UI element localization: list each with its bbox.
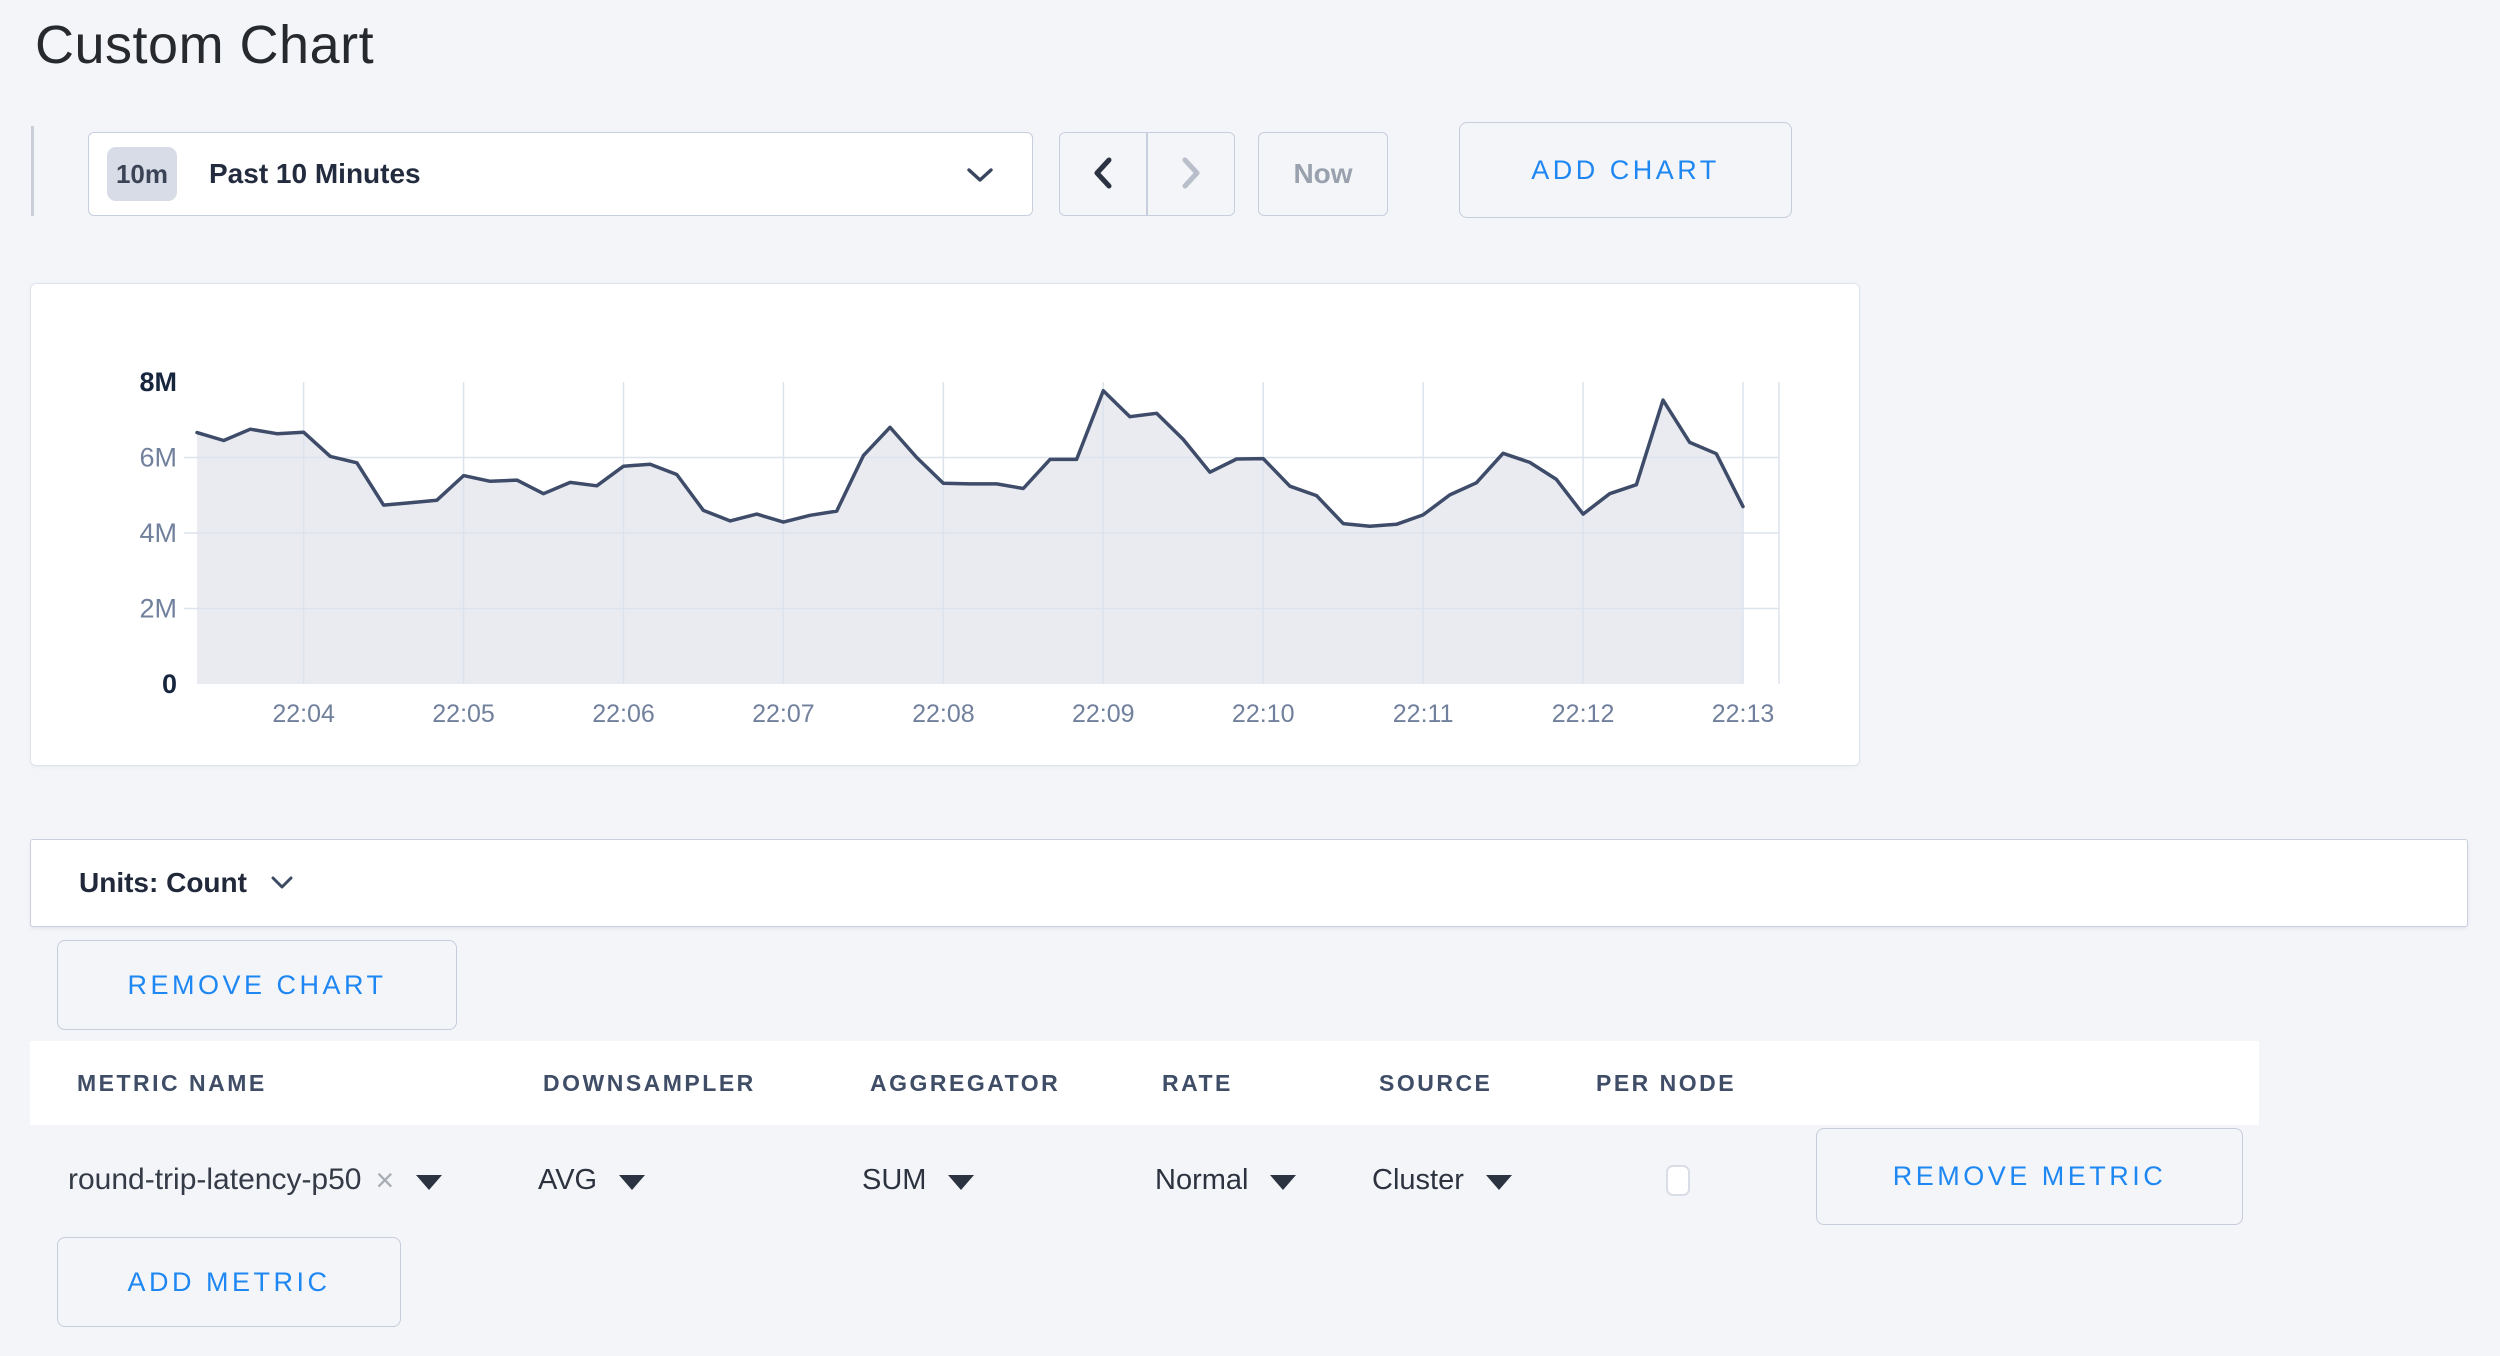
chart-card: 0 2M 4M 6M 8M 22:04 22:05 22:06 22:07 22:08 22:09 2… <box>30 283 1860 766</box>
per-node-cell <box>1666 1125 1690 1235</box>
time-range-selector[interactable]: 10m Past 10 Minutes <box>88 132 1033 216</box>
svg-text:22:12: 22:12 <box>1552 700 1615 728</box>
chevron-left-icon <box>1091 155 1115 194</box>
rate-value: Normal <box>1155 1163 1249 1196</box>
downsampler-value: AVG <box>538 1163 598 1196</box>
column-header-metric-name: METRIC NAME <box>77 1069 267 1096</box>
page-title: Custom Chart <box>35 15 375 75</box>
add-chart-button[interactable]: ADD CHART <box>1459 122 1792 218</box>
column-header-downsampler: DOWNSAMPLER <box>543 1069 756 1096</box>
svg-text:6M: 6M <box>139 443 177 473</box>
aggregator-select[interactable]: SUM <box>862 1125 975 1235</box>
column-header-aggregator: AGGREGATOR <box>870 1069 1061 1096</box>
units-dropdown[interactable]: Units: Count <box>30 839 2468 927</box>
per-node-checkbox[interactable] <box>1666 1164 1690 1196</box>
remove-chart-button[interactable]: REMOVE CHART <box>57 940 457 1030</box>
now-button[interactable]: Now <box>1258 132 1388 216</box>
svg-text:22:04: 22:04 <box>272 700 335 728</box>
svg-text:2M: 2M <box>139 594 177 624</box>
time-scale-badge: 10m <box>107 147 177 201</box>
svg-text:22:06: 22:06 <box>592 700 655 728</box>
svg-text:22:11: 22:11 <box>1393 700 1454 728</box>
clear-metric-icon[interactable]: × <box>375 1161 395 1198</box>
metric-name-value: round-trip-latency-p50 <box>68 1163 362 1196</box>
svg-text:22:10: 22:10 <box>1232 700 1295 728</box>
metrics-table-header: METRIC NAME DOWNSAMPLER AGGREGATOR RATE … <box>30 1041 2259 1125</box>
chevron-down-icon <box>966 167 994 188</box>
prev-timewindow-button[interactable] <box>1060 133 1146 215</box>
svg-text:4M: 4M <box>139 518 177 548</box>
column-header-rate: RATE <box>1162 1069 1233 1096</box>
source-select[interactable]: Cluster <box>1372 1125 1512 1235</box>
svg-text:22:08: 22:08 <box>912 700 975 728</box>
dropdown-caret-icon <box>948 1174 975 1190</box>
dropdown-caret-icon <box>1270 1174 1297 1190</box>
toolbar-divider <box>31 126 34 216</box>
aggregator-value: SUM <box>862 1163 927 1196</box>
rate-select[interactable]: Normal <box>1155 1125 1297 1235</box>
next-timewindow-button[interactable] <box>1148 133 1234 215</box>
dropdown-caret-icon <box>416 1174 443 1190</box>
downsampler-select[interactable]: AVG <box>538 1125 646 1235</box>
svg-text:8M: 8M <box>139 367 177 397</box>
source-value: Cluster <box>1372 1163 1464 1196</box>
chevron-right-icon <box>1179 155 1203 194</box>
svg-text:22:13: 22:13 <box>1712 700 1775 728</box>
time-nav-group <box>1059 132 1235 216</box>
chevron-down-icon <box>271 876 293 895</box>
metric-table-row: round-trip-latency-p50 × AVG SUM Normal … <box>30 1125 2470 1235</box>
remove-metric-button[interactable]: REMOVE METRIC <box>1816 1128 2243 1225</box>
svg-text:22:09: 22:09 <box>1072 700 1135 728</box>
time-series-chart: 0 2M 4M 6M 8M 22:04 22:05 22:06 22:07 22:08 22:09 2… <box>139 367 1780 728</box>
dropdown-caret-icon <box>619 1174 646 1190</box>
add-metric-button[interactable]: ADD METRIC <box>57 1237 401 1327</box>
column-header-source: SOURCE <box>1379 1069 1493 1096</box>
metric-name-select[interactable]: round-trip-latency-p50 × <box>68 1125 443 1235</box>
column-header-per-node: PER NODE <box>1596 1069 1737 1096</box>
svg-text:0: 0 <box>162 669 177 699</box>
time-range-label: Past 10 Minutes <box>209 158 421 189</box>
svg-text:22:05: 22:05 <box>432 700 495 728</box>
units-label: Units: Count <box>79 867 247 898</box>
nav-separator <box>1146 133 1148 215</box>
dropdown-caret-icon <box>1485 1174 1512 1190</box>
svg-text:22:07: 22:07 <box>752 700 815 728</box>
